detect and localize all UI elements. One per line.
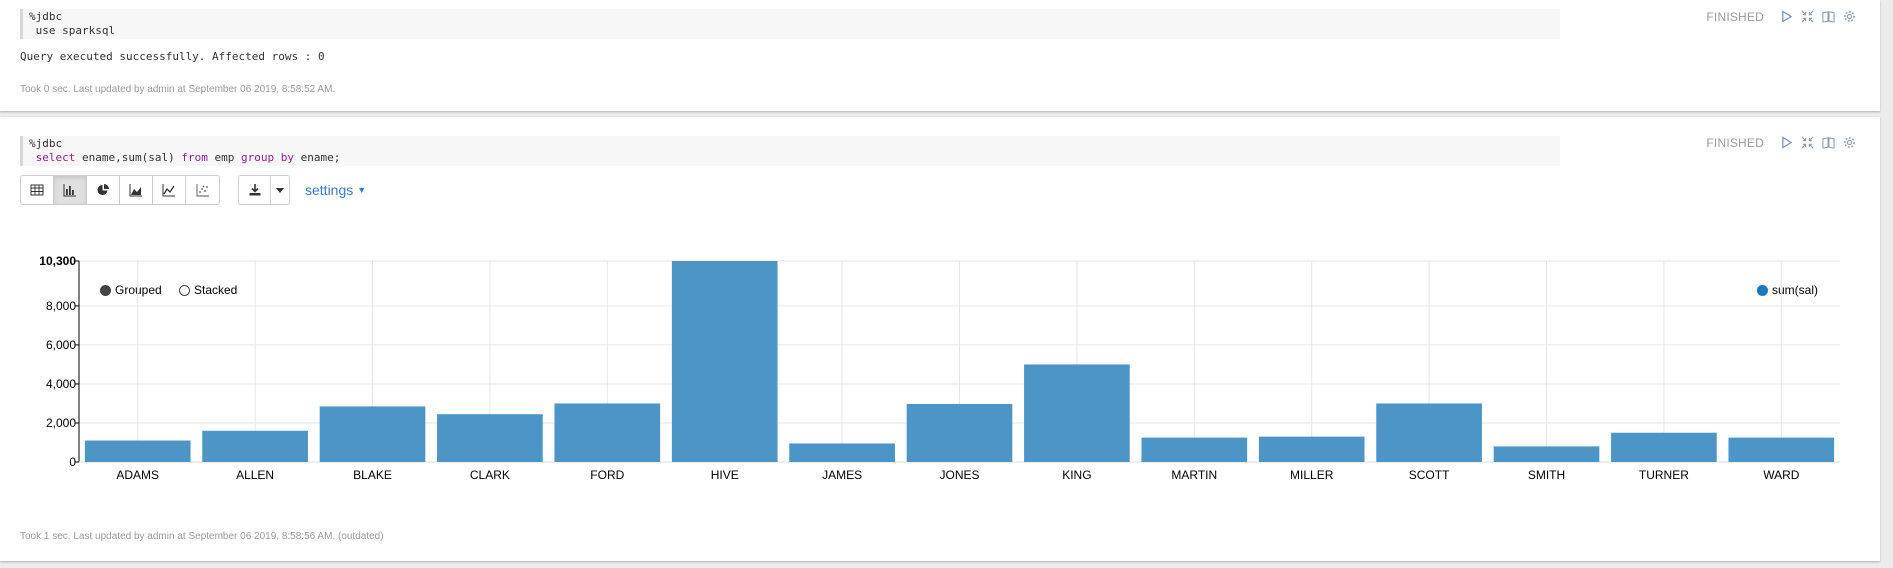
x-tick-label: SMITH — [1528, 468, 1565, 482]
chart-canvas: 0 2,000 4,000 6,000 8,000 10,300 ADAMS ALLEN BLA… — [39, 254, 1840, 482]
chart-type-group — [20, 175, 220, 205]
code-editor[interactable]: %jdbc use sparksql — [20, 9, 1560, 39]
settings-toggle[interactable]: settings ▼ — [305, 182, 366, 198]
x-tick-label: ALLEN — [236, 468, 274, 482]
paragraph-controls: FINISHED — [1706, 10, 1856, 24]
bar — [1141, 437, 1248, 462]
gear-icon[interactable] — [1842, 136, 1856, 150]
x-tick-label: HIVE — [711, 468, 739, 482]
bar — [671, 261, 778, 462]
x-tick-label: SCOTT — [1409, 468, 1450, 482]
sql-keyword: group by — [240, 151, 294, 164]
table-view-button[interactable] — [21, 176, 54, 204]
bar — [319, 406, 426, 462]
series-legend-label: sum(sal) — [1772, 283, 1819, 297]
line-chart-icon — [162, 184, 175, 197]
x-tick-label: CLARK — [470, 468, 510, 482]
download-icon — [249, 184, 260, 196]
radio-unselected-icon — [179, 284, 190, 296]
x-tick-label: JONES — [939, 468, 979, 482]
series-legend-item[interactable]: sum(sal) — [1757, 283, 1818, 297]
pie-chart-button[interactable] — [87, 176, 120, 204]
book-icon[interactable] — [1821, 10, 1835, 24]
run-icon[interactable] — [1779, 10, 1793, 24]
download-options-dropdown[interactable] — [271, 176, 289, 204]
x-tick-label: FORD — [590, 468, 624, 482]
x-tick-label: WARD — [1763, 468, 1800, 482]
sql-text: ename; — [293, 151, 341, 164]
paragraph-footer: Took 1 sec. Last updated by admin at Sep… — [20, 531, 384, 542]
y-tick-label: 6,000 — [46, 338, 76, 352]
y-tick-label: 4,000 — [46, 377, 76, 391]
legend-grouped-option[interactable]: Grouped — [100, 283, 162, 297]
bar — [1376, 403, 1482, 462]
paragraph-select-query: %jdbc select ename,sum(sal) from emp gro… — [0, 117, 1880, 561]
book-icon[interactable] — [1821, 136, 1835, 150]
bar — [789, 443, 895, 462]
visualization-toolbar: settings ▼ — [20, 175, 366, 205]
bar-chart-button[interactable] — [54, 176, 87, 204]
area-chart-button[interactable] — [120, 176, 153, 204]
sql-text: emp — [207, 151, 241, 164]
y-tick-label: 10,300 — [39, 254, 76, 268]
download-group — [238, 175, 290, 205]
code-line: select ename,sum(sal) from emp group by … — [29, 151, 1554, 165]
collapse-icon[interactable] — [1800, 136, 1814, 150]
legend-stacked-option[interactable]: Stacked — [179, 283, 237, 297]
paragraph-use-sparksql: %jdbc use sparksql FINISHED Query execut… — [0, 0, 1880, 111]
bar — [84, 440, 191, 462]
legend-stacked-label: Stacked — [194, 283, 238, 297]
caret-down-icon — [276, 188, 284, 193]
bar — [1024, 364, 1130, 462]
settings-label: settings — [305, 182, 354, 198]
paragraph-controls: FINISHED — [1706, 136, 1856, 150]
result-message: Query executed successfully. Affected ro… — [20, 50, 325, 63]
bar-chart: Grouped Stacked sum(sal) 0 2,000 4,000 6,00… — [0, 217, 1880, 517]
status-label: FINISHED — [1706, 136, 1764, 150]
line-chart-button[interactable] — [153, 176, 186, 204]
bar — [1493, 446, 1600, 462]
scatter-chart-button[interactable] — [186, 176, 219, 204]
sql-keyword: select — [35, 151, 76, 164]
collapse-icon[interactable] — [1800, 10, 1814, 24]
code-line: use sparksql — [29, 24, 116, 37]
pie-chart-icon — [97, 184, 109, 195]
bar — [906, 403, 1013, 462]
bar — [1611, 432, 1717, 462]
x-tick-label: ADAMS — [116, 468, 159, 482]
area-chart-icon — [129, 184, 142, 197]
caret-down-icon: ▼ — [357, 185, 367, 195]
sql-text: ename,sum(sal) — [75, 151, 182, 164]
x-tick-label: TURNER — [1639, 468, 1689, 482]
sql-keyword: from — [181, 151, 208, 164]
status-label: FINISHED — [1706, 10, 1764, 24]
code-editor[interactable]: %jdbc select ename,sum(sal) from emp gro… — [20, 136, 1560, 166]
bar — [1258, 436, 1365, 462]
bar — [202, 430, 308, 462]
y-tick-label: 2,000 — [46, 416, 76, 430]
x-tick-label: MARTIN — [1171, 468, 1217, 482]
x-tick-label: MILLER — [1290, 468, 1334, 482]
radio-selected-icon — [100, 284, 111, 296]
y-tick-label: 0 — [69, 455, 76, 469]
run-icon[interactable] — [1779, 136, 1793, 150]
code-line: %jdbc — [29, 137, 63, 150]
scatter-chart-icon — [196, 184, 209, 197]
y-tick-label: 8,000 — [46, 299, 76, 313]
bar-chart-icon — [63, 184, 76, 197]
legend-grouped-label: Grouped — [115, 283, 162, 297]
gear-icon[interactable] — [1842, 10, 1856, 24]
series-color-dot — [1757, 284, 1768, 296]
bar — [437, 414, 543, 462]
bar — [1728, 437, 1835, 462]
paragraph-footer: Took 0 sec. Last updated by admin at Sep… — [20, 84, 336, 95]
download-button[interactable] — [239, 176, 271, 204]
code-line: %jdbc — [29, 10, 63, 23]
table-icon — [30, 184, 44, 196]
x-tick-label: KING — [1062, 468, 1091, 482]
x-tick-label: JAMES — [822, 468, 862, 482]
x-tick-label: BLAKE — [353, 468, 392, 482]
bar — [554, 403, 661, 462]
